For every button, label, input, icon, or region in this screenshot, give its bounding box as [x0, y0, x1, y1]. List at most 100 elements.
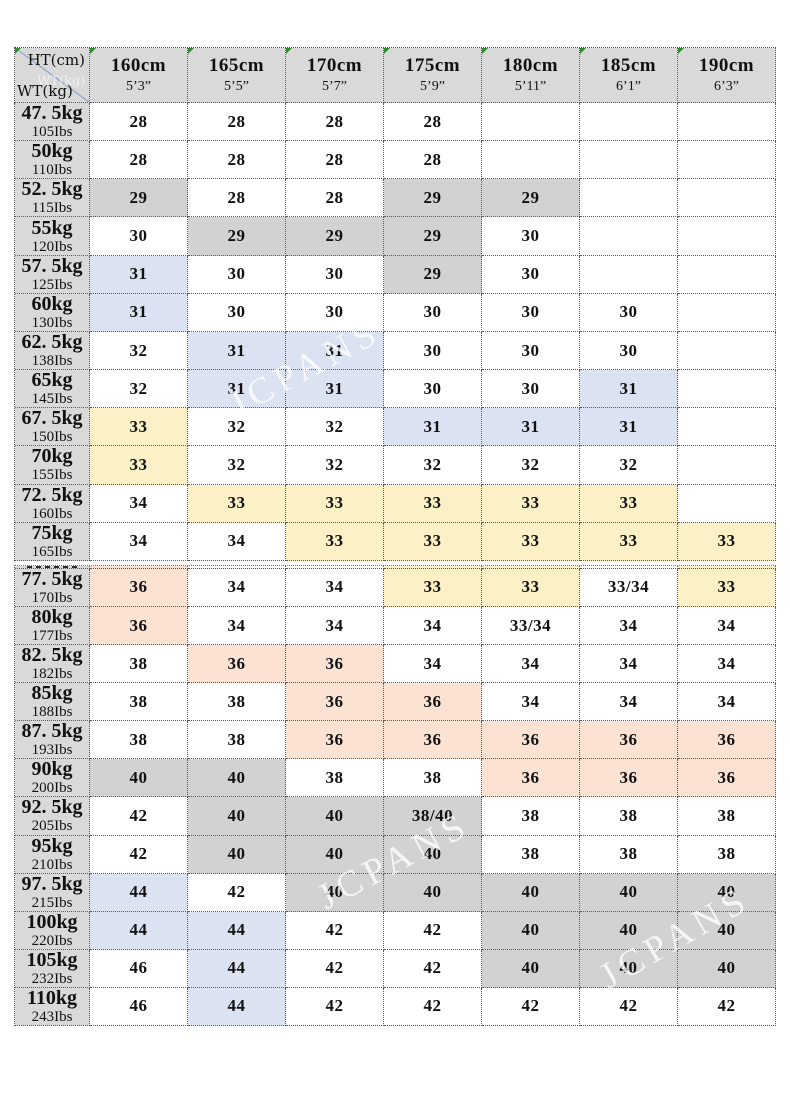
size-cell: 42: [286, 949, 384, 988]
row-label-170Ibs: 77. 5kg 170Ibs: [15, 567, 90, 607]
size-cell: 30: [384, 293, 482, 332]
size-cell: 36: [678, 759, 776, 798]
size-chart-table: HT(cm) WT(kg) WT(kg) 160cm 5’3” 165cm 5’5” 170c…: [14, 47, 776, 1026]
size-cell: 40: [580, 873, 678, 912]
row-kg-label: 70kg: [31, 445, 73, 468]
size-cell: 42: [384, 949, 482, 988]
size-cell: 30: [188, 293, 286, 332]
size-cell: 34: [188, 606, 286, 646]
cell-corner-marker: [384, 48, 390, 54]
row-kg-label: 62. 5kg: [21, 331, 83, 354]
row-kg-label: 65kg: [31, 369, 73, 392]
size-cell: 42: [90, 835, 188, 874]
row-label-138Ibs: 62. 5kg 138Ibs: [15, 331, 90, 371]
row-kg-label: 77. 5kg: [21, 567, 83, 590]
size-cell: 44: [188, 911, 286, 950]
size-cell: 28: [286, 141, 384, 180]
size-cell: [580, 141, 678, 180]
size-cell: 30: [384, 331, 482, 371]
row-label-150Ibs: 67. 5kg 150Ibs: [15, 408, 90, 447]
size-cell: [580, 103, 678, 142]
size-cell: 38: [188, 721, 286, 760]
row-lbs-label: 120Ibs: [31, 238, 73, 255]
seam-sliver-cell: [90, 565, 188, 569]
size-cell: 36: [384, 683, 482, 722]
row-kg-label: 57. 5kg: [21, 254, 83, 277]
size-cell: 33: [678, 522, 776, 561]
size-cell: 34: [482, 683, 580, 722]
size-cell: 42: [678, 987, 776, 1026]
size-cell: [678, 408, 776, 447]
size-cell: 36: [188, 645, 286, 684]
size-cell: 28: [384, 103, 482, 142]
row-kg-label: 60kg: [31, 292, 73, 315]
header-ft-label: 5’5”: [224, 78, 249, 94]
size-cell: 36: [384, 721, 482, 760]
cell-corner-marker: [286, 48, 292, 54]
size-cell: 42: [188, 873, 286, 912]
size-cell: 30: [580, 331, 678, 371]
size-cell: 33: [384, 522, 482, 561]
header-ft-label: 5’11”: [514, 78, 547, 94]
row-kg-label: 92. 5kg: [21, 796, 83, 819]
row-kg-label: 87. 5kg: [21, 720, 83, 743]
row-lbs-label: 177Ibs: [31, 628, 73, 645]
size-cell: 30: [482, 217, 580, 256]
size-cell: 38: [90, 721, 188, 760]
size-cell: [678, 331, 776, 371]
table-body-upper: 47. 5kg 105Ibs 28 28 28 28 50kg 110Ibs 28 28 28 28 5…: [14, 103, 776, 561]
size-cell: 33: [482, 484, 580, 523]
size-cell: 33: [384, 568, 482, 607]
header-cm-label: 175cm: [404, 55, 461, 77]
row-kg-label: 97. 5kg: [21, 872, 83, 895]
size-cell: 44: [90, 873, 188, 912]
size-cell: 34: [188, 568, 286, 607]
size-cell: 30: [188, 255, 286, 294]
size-cell: [678, 255, 776, 294]
size-cell: 33: [90, 408, 188, 447]
size-cell: 38: [580, 797, 678, 836]
row-label-205Ibs: 92. 5kg 205Ibs: [15, 796, 90, 836]
header-cm-label: 185cm: [600, 55, 657, 77]
size-cell: 36: [90, 606, 188, 646]
size-cell: 33: [286, 522, 384, 561]
size-cell: 31: [482, 408, 580, 447]
size-cell: 30: [482, 255, 580, 294]
header-cm-label: 170cm: [306, 55, 363, 77]
size-cell: 44: [188, 949, 286, 988]
seam-sliver-cell: [286, 565, 384, 569]
size-cell: 32: [482, 446, 580, 485]
header-cm-label: 180cm: [502, 55, 559, 77]
size-cell: 28: [384, 141, 482, 180]
row-kg-label: 55kg: [31, 216, 73, 239]
size-cell: 31: [188, 331, 286, 371]
row-lbs-label: 145Ibs: [31, 391, 73, 408]
row-lbs-label: 130Ibs: [31, 314, 73, 331]
size-cell: 31: [188, 370, 286, 409]
header-ft-label: 5’7”: [322, 78, 347, 94]
size-cell: [678, 370, 776, 409]
row-kg-label: 75kg: [31, 521, 73, 544]
size-cell: [580, 179, 678, 218]
row-kg-label: 100kg: [26, 910, 78, 933]
size-cell: 31: [580, 408, 678, 447]
row-lbs-label: 215Ibs: [31, 894, 73, 911]
cell-corner-marker: [90, 48, 96, 54]
size-cell: 38: [580, 835, 678, 874]
size-cell: 42: [482, 987, 580, 1026]
size-cell: 40: [384, 835, 482, 874]
size-cell: 42: [580, 987, 678, 1026]
cell-corner-marker: [482, 48, 488, 54]
row-lbs-label: 188Ibs: [31, 704, 73, 721]
header-cm-label: 190cm: [698, 55, 755, 77]
row-lbs-label: 160Ibs: [31, 505, 73, 522]
size-cell: 40: [188, 835, 286, 874]
size-cell: 28: [188, 103, 286, 142]
row-lbs-label: 105Ibs: [31, 124, 73, 141]
row-label-210Ibs: 95kg 210Ibs: [15, 835, 90, 874]
header-cell-190cm: 190cm 6’3”: [678, 48, 776, 103]
seam-sliver-cell: [678, 565, 776, 569]
size-cell: 32: [286, 446, 384, 485]
size-cell: 44: [188, 987, 286, 1026]
